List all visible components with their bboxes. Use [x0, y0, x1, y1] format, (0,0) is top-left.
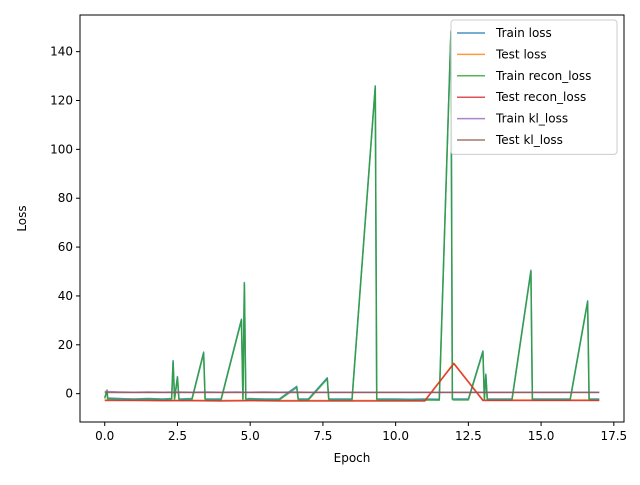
legend-label-test-kl-loss: Test kl_loss — [495, 133, 563, 147]
plot-border — [79, 14, 625, 423]
legend: Train loss Test loss Train recon_loss Test … — [450, 19, 618, 155]
x-axis-ticks: 0.0 2.5 5.0 7.5 10.0 12.5 15.0 17.5 — [95, 422, 627, 443]
legend-label-train-kl-loss: Train kl_loss — [495, 112, 568, 126]
x-tick-label: 17.5 — [600, 429, 627, 443]
y-tick-label: 40 — [58, 289, 73, 303]
series-line-train-loss — [104, 30, 600, 401]
legend-box — [450, 19, 618, 155]
legend-label-train-recon-loss: Train recon_loss — [495, 69, 591, 83]
y-axis-ticks: 0 20 40 60 80 100 120 140 — [50, 45, 80, 401]
y-tick-label: 20 — [58, 338, 73, 352]
series-line-test-recon-loss — [104, 362, 600, 402]
y-tick-label: 60 — [58, 240, 73, 254]
x-tick-label: 12.5 — [455, 429, 482, 443]
y-tick-label: 120 — [50, 94, 73, 108]
y-tick-label: 80 — [58, 191, 73, 205]
y-tick-label: 140 — [50, 45, 73, 59]
axes-frame — [79, 14, 625, 423]
x-tick-label: 2.5 — [168, 429, 187, 443]
legend-label-test-loss: Test loss — [495, 47, 547, 61]
x-tick-label: 7.5 — [313, 429, 332, 443]
x-tick-label: 5.0 — [241, 429, 260, 443]
series-layer — [104, 30, 600, 402]
x-tick-label: 10.0 — [382, 429, 409, 443]
x-axis-label: Epoch — [334, 451, 371, 465]
x-tick-label: 0.0 — [95, 429, 114, 443]
legend-label-test-recon-loss: Test recon_loss — [495, 90, 586, 104]
y-tick-label: 100 — [50, 142, 73, 156]
y-axis-label: Loss — [15, 205, 29, 231]
legend-label-train-loss: Train loss — [495, 26, 552, 40]
x-tick-label: 15.0 — [528, 429, 555, 443]
y-tick-label: 0 — [65, 387, 73, 401]
